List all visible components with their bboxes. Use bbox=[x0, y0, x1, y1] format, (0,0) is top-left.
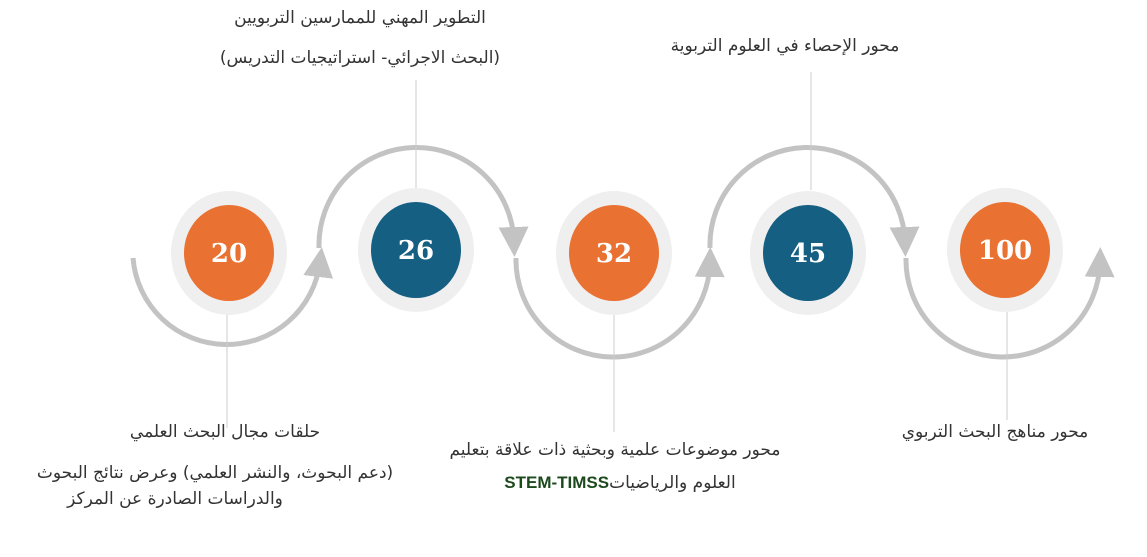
step-1-desc: (دعم البحوث، والنشر العلمي) وعرض نتائج ا… bbox=[36, 463, 394, 483]
step-1-desc-2: والدراسات الصادرة عن المركز bbox=[67, 489, 283, 509]
step-2-circle bbox=[371, 202, 461, 298]
step-1-title: حلقات مجال البحث العلمي bbox=[129, 422, 321, 442]
step-3-desc-latin: STEM-TIMSS bbox=[504, 473, 610, 492]
step-1-value: 20 bbox=[211, 239, 247, 269]
arc-5 bbox=[903, 247, 1115, 360]
step-1-circle bbox=[184, 205, 274, 301]
step-4-value: 45 bbox=[790, 239, 826, 269]
step-3-value: 32 bbox=[596, 239, 632, 269]
arc-3 bbox=[513, 247, 725, 360]
step-3-desc-arabic: العلوم والرياضيات bbox=[609, 473, 736, 493]
step-3-circle bbox=[569, 205, 659, 301]
step-3-desc: العلوم والرياضياتSTEM-TIMSS bbox=[430, 473, 810, 493]
arc-4 bbox=[707, 145, 920, 257]
step-5-title: محور مناهج البحث التربوي bbox=[901, 422, 1089, 442]
arc-1 bbox=[130, 247, 334, 348]
arc-2 bbox=[316, 145, 529, 257]
step-5-circle bbox=[960, 202, 1050, 298]
step-4-circle bbox=[763, 205, 853, 301]
step-2-title: التطوير المهني للممارسين التربويين bbox=[234, 8, 486, 28]
step-4-title: محور الإحصاء في العلوم التربوية bbox=[670, 36, 900, 56]
step-2-value: 26 bbox=[398, 236, 434, 266]
step-5-value: 100 bbox=[978, 236, 1032, 266]
step-3-title: محور موضوعات علمية وبحثية ذات علاقة بتعل… bbox=[449, 440, 781, 460]
step-2-desc: (البحث الاجرائي- استراتيجيات التدريس) bbox=[219, 48, 501, 68]
